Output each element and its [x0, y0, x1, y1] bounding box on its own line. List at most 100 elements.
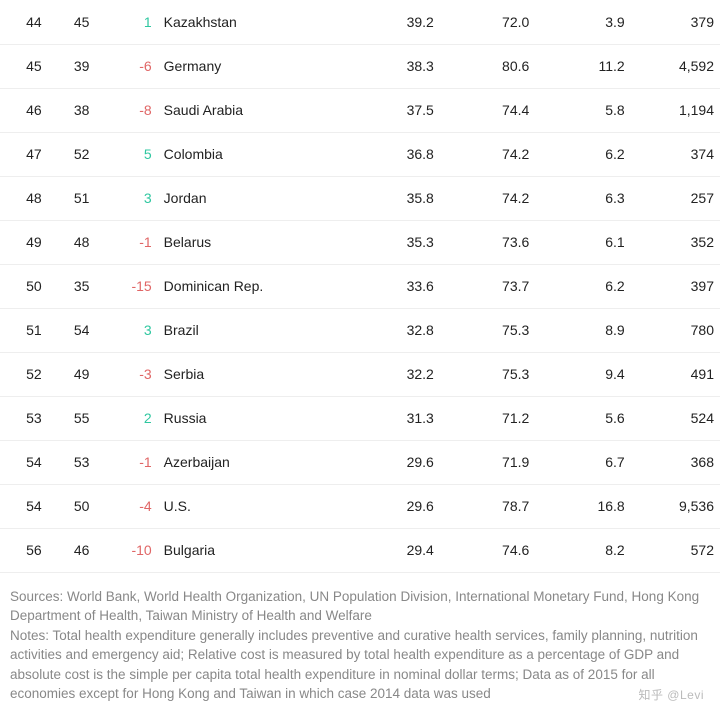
v2-cell: 71.9 — [440, 440, 535, 484]
v4-cell: 257 — [631, 176, 720, 220]
country-cell: Kazakhstan — [158, 0, 345, 44]
prev-cell: 46 — [48, 528, 96, 572]
v4-cell: 374 — [631, 132, 720, 176]
country-cell: Saudi Arabia — [158, 88, 345, 132]
change-cell: 2 — [95, 396, 157, 440]
v1-cell: 32.8 — [344, 308, 439, 352]
v4-cell: 352 — [631, 220, 720, 264]
v2-cell: 74.2 — [440, 132, 535, 176]
prev-cell: 53 — [48, 440, 96, 484]
v1-cell: 39.2 — [344, 0, 439, 44]
footer-notes: Sources: World Bank, World Health Organi… — [0, 573, 720, 716]
country-cell: Belarus — [158, 220, 345, 264]
country-cell: Germany — [158, 44, 345, 88]
country-cell: Russia — [158, 396, 345, 440]
change-cell: -10 — [95, 528, 157, 572]
notes-text: Notes: Total health expenditure generall… — [10, 628, 698, 702]
rank-cell: 52 — [0, 352, 48, 396]
v3-cell: 9.4 — [535, 352, 630, 396]
prev-cell: 49 — [48, 352, 96, 396]
prev-cell: 39 — [48, 44, 96, 88]
v2-cell: 71.2 — [440, 396, 535, 440]
change-cell: 5 — [95, 132, 157, 176]
table-body: 44451Kazakhstan39.272.03.93794539-6Germa… — [0, 0, 720, 572]
rank-cell: 56 — [0, 528, 48, 572]
v1-cell: 31.3 — [344, 396, 439, 440]
table-row: 53552Russia31.371.25.6524 — [0, 396, 720, 440]
v2-cell: 80.6 — [440, 44, 535, 88]
v3-cell: 6.3 — [535, 176, 630, 220]
v1-cell: 35.3 — [344, 220, 439, 264]
v1-cell: 35.8 — [344, 176, 439, 220]
v4-cell: 9,536 — [631, 484, 720, 528]
v4-cell: 491 — [631, 352, 720, 396]
v2-cell: 74.4 — [440, 88, 535, 132]
v4-cell: 572 — [631, 528, 720, 572]
prev-cell: 52 — [48, 132, 96, 176]
v2-cell: 73.7 — [440, 264, 535, 308]
v3-cell: 8.9 — [535, 308, 630, 352]
v3-cell: 3.9 — [535, 0, 630, 44]
change-cell: -4 — [95, 484, 157, 528]
rank-cell: 47 — [0, 132, 48, 176]
v2-cell: 78.7 — [440, 484, 535, 528]
country-cell: Azerbaijan — [158, 440, 345, 484]
rank-cell: 53 — [0, 396, 48, 440]
table-row: 48513Jordan35.874.26.3257 — [0, 176, 720, 220]
change-cell: -3 — [95, 352, 157, 396]
table-row: 5450-4U.S.29.678.716.89,536 — [0, 484, 720, 528]
rank-cell: 49 — [0, 220, 48, 264]
v3-cell: 6.1 — [535, 220, 630, 264]
table-row: 5035-15Dominican Rep.33.673.76.2397 — [0, 264, 720, 308]
v4-cell: 524 — [631, 396, 720, 440]
prev-cell: 38 — [48, 88, 96, 132]
prev-cell: 45 — [48, 0, 96, 44]
table-row: 51543Brazil32.875.38.9780 — [0, 308, 720, 352]
change-cell: 3 — [95, 176, 157, 220]
v1-cell: 29.6 — [344, 484, 439, 528]
prev-cell: 55 — [48, 396, 96, 440]
change-cell: 1 — [95, 0, 157, 44]
rank-cell: 44 — [0, 0, 48, 44]
v2-cell: 75.3 — [440, 352, 535, 396]
change-cell: 3 — [95, 308, 157, 352]
table-row: 5646-10Bulgaria29.474.68.2572 — [0, 528, 720, 572]
v2-cell: 74.2 — [440, 176, 535, 220]
country-cell: Dominican Rep. — [158, 264, 345, 308]
rank-cell: 48 — [0, 176, 48, 220]
rank-cell: 45 — [0, 44, 48, 88]
v1-cell: 37.5 — [344, 88, 439, 132]
rank-cell: 54 — [0, 484, 48, 528]
table-row: 5249-3Serbia32.275.39.4491 — [0, 352, 720, 396]
prev-cell: 35 — [48, 264, 96, 308]
v3-cell: 6.7 — [535, 440, 630, 484]
rank-cell: 46 — [0, 88, 48, 132]
v3-cell: 5.8 — [535, 88, 630, 132]
country-cell: Bulgaria — [158, 528, 345, 572]
v3-cell: 6.2 — [535, 132, 630, 176]
health-efficiency-table: 44451Kazakhstan39.272.03.93794539-6Germa… — [0, 0, 720, 573]
v2-cell: 72.0 — [440, 0, 535, 44]
v2-cell: 75.3 — [440, 308, 535, 352]
country-cell: U.S. — [158, 484, 345, 528]
country-cell: Colombia — [158, 132, 345, 176]
table-row: 44451Kazakhstan39.272.03.9379 — [0, 0, 720, 44]
country-cell: Brazil — [158, 308, 345, 352]
v4-cell: 379 — [631, 0, 720, 44]
table-row: 4539-6Germany38.380.611.24,592 — [0, 44, 720, 88]
change-cell: -1 — [95, 440, 157, 484]
v3-cell: 8.2 — [535, 528, 630, 572]
prev-cell: 54 — [48, 308, 96, 352]
country-cell: Jordan — [158, 176, 345, 220]
prev-cell: 50 — [48, 484, 96, 528]
prev-cell: 51 — [48, 176, 96, 220]
table-row: 4638-8Saudi Arabia37.574.45.81,194 — [0, 88, 720, 132]
v4-cell: 397 — [631, 264, 720, 308]
v3-cell: 6.2 — [535, 264, 630, 308]
v1-cell: 33.6 — [344, 264, 439, 308]
change-cell: -6 — [95, 44, 157, 88]
v4-cell: 368 — [631, 440, 720, 484]
table-row: 4948-1Belarus35.373.66.1352 — [0, 220, 720, 264]
v3-cell: 11.2 — [535, 44, 630, 88]
v4-cell: 780 — [631, 308, 720, 352]
